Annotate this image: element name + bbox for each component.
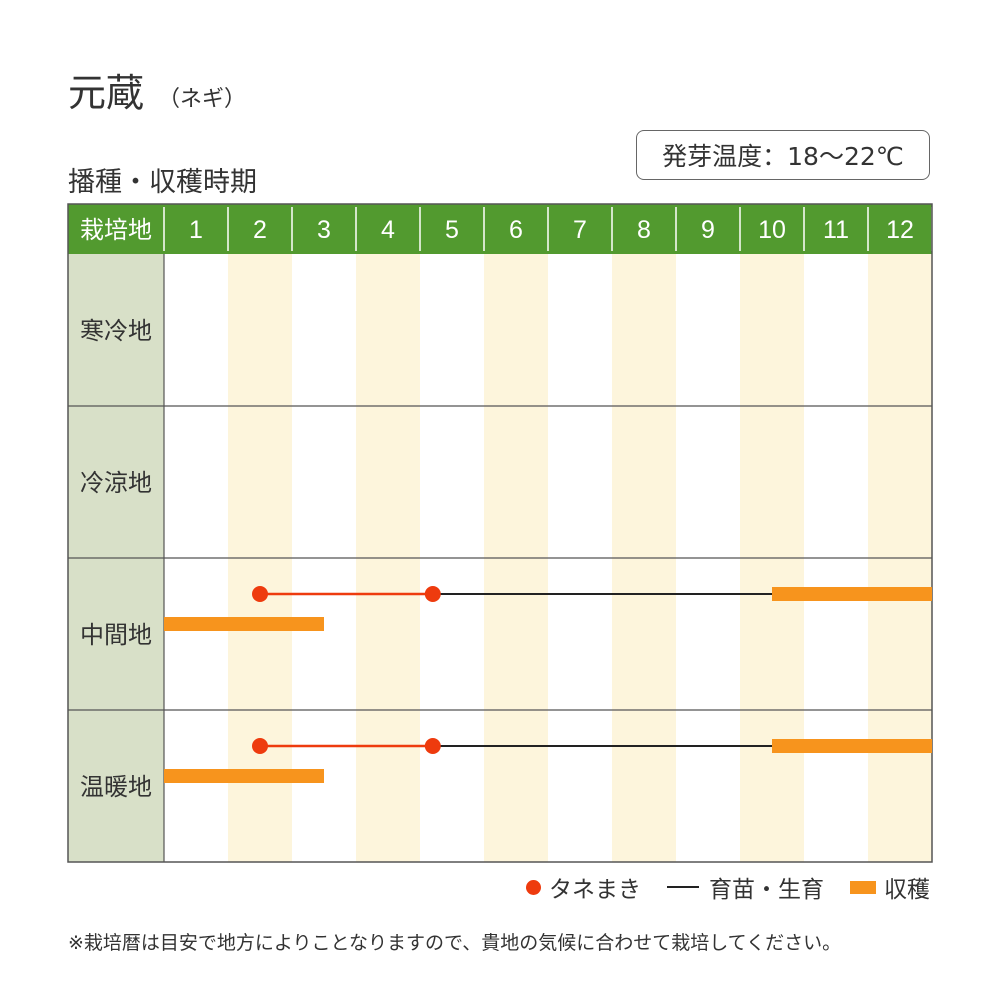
harvest-bar xyxy=(772,587,932,601)
harvest-bar-icon xyxy=(850,880,876,894)
month-label: 8 xyxy=(637,216,651,244)
month-label: 11 xyxy=(823,216,849,244)
region-label-cell xyxy=(68,254,164,406)
legend-growing-label: 育苗・生育 xyxy=(709,877,824,903)
month-label: 10 xyxy=(758,216,786,244)
region-label: 中間地 xyxy=(80,622,152,649)
region-label: 冷涼地 xyxy=(80,470,152,497)
section-title: 播種・収穫時期 xyxy=(68,167,257,198)
month-label: 7 xyxy=(573,216,587,244)
header-bar xyxy=(68,204,932,254)
month-label: 9 xyxy=(701,216,715,244)
sowing-start-dot xyxy=(252,738,268,754)
legend: タネまき 育苗・生育 収穫 xyxy=(500,870,930,904)
region-label: 温暖地 xyxy=(80,774,152,801)
month-label: 2 xyxy=(253,216,267,244)
harvest-bar xyxy=(772,739,932,753)
footnote: ※栽培暦は目安で地方によりことなりますので、貴地の気候に合わせて栽培してください… xyxy=(68,932,842,954)
region-label-cell xyxy=(68,558,164,710)
month-label: 6 xyxy=(509,216,523,244)
month-label: 12 xyxy=(886,216,914,244)
month-label: 5 xyxy=(445,216,459,244)
legend-harvest: 収穫 xyxy=(850,870,930,904)
region-label: 寒冷地 xyxy=(80,318,152,345)
sowing-dot-icon xyxy=(526,879,541,895)
region-label-cell xyxy=(68,406,164,558)
germination-temperature-text: 発芽温度：18～22℃ xyxy=(662,142,904,171)
chart-frame xyxy=(67,203,933,863)
legend-sowing: タネまき xyxy=(526,870,641,904)
germination-temperature-badge: 発芽温度：18～22℃ xyxy=(636,130,930,180)
sowing-end-dot xyxy=(424,586,441,602)
month-label: 4 xyxy=(381,216,395,244)
month-label: 1 xyxy=(189,216,203,244)
month-label: 3 xyxy=(317,216,331,244)
legend-growing: 育苗・生育 xyxy=(667,870,824,904)
region-label-cell xyxy=(68,710,164,862)
crop-name: 元蔵 xyxy=(68,71,145,115)
legend-harvest-label: 収穫 xyxy=(884,877,930,903)
harvest-bar xyxy=(164,769,324,783)
sowing-end-dot xyxy=(424,738,441,754)
page-title: 元蔵 （ネギ） xyxy=(68,62,246,117)
crop-type: （ネギ） xyxy=(158,87,247,112)
header-region-label: 栽培地 xyxy=(80,217,152,244)
sowing-start-dot xyxy=(252,586,268,602)
harvest-bar xyxy=(164,617,324,631)
legend-sowing-label: タネまき xyxy=(549,877,641,903)
growing-line-icon xyxy=(667,886,699,888)
